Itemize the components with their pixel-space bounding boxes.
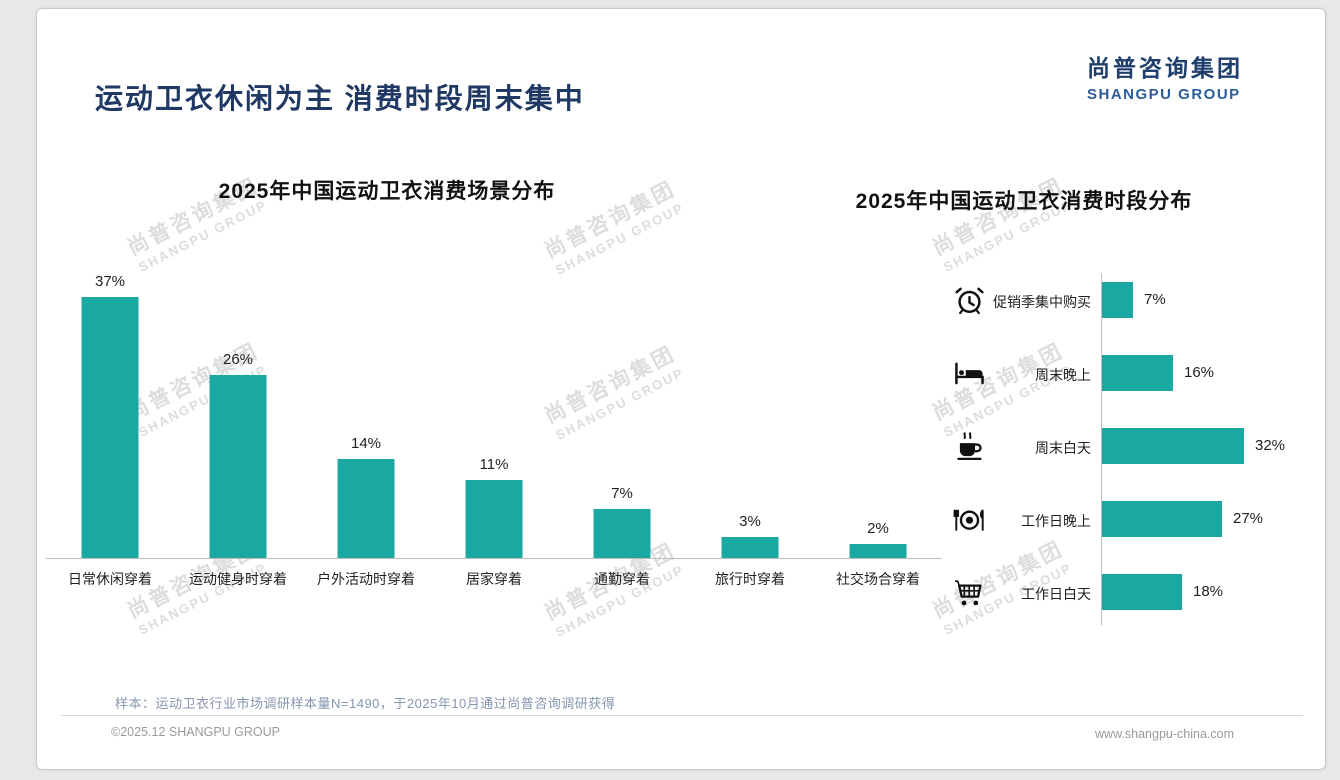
time-bar: [1102, 282, 1133, 318]
watermark-en-text: SHANGPU GROUP: [553, 561, 687, 640]
time-bar-label: 促销季集中购买: [993, 294, 1091, 310]
scene-bar-column: 11% 居家穿着: [430, 269, 558, 587]
company-logo: 尚普咨询集团 SHANGPU GROUP: [1087, 49, 1243, 103]
scene-bar: [465, 480, 523, 558]
bed-icon: [953, 357, 986, 390]
scene-chart-title: 2025年中国运动卫衣消费场景分布: [218, 180, 556, 203]
scene-bar-column: 37% 日常休闲穿着: [46, 269, 174, 587]
scene-bar-label: 户外活动时穿着: [317, 571, 415, 587]
scene-bar-value: 26%: [222, 351, 254, 368]
cart-icon: [953, 576, 986, 609]
scene-bar-label: 日常休闲穿着: [68, 571, 152, 587]
page-title: 运动卫衣休闲为主 消费时段周末集中: [95, 83, 585, 114]
scene-bar-column: 14% 户外活动时穿着: [302, 269, 430, 587]
time-bar-label: 工作日晚上: [1021, 513, 1091, 529]
coffee-icon: [953, 430, 986, 463]
time-bar-value: 32%: [1255, 437, 1286, 454]
scene-bar: [593, 509, 651, 558]
time-bar-value: 16%: [1184, 364, 1215, 381]
time-bar: [1102, 428, 1244, 464]
scene-bar-column: 26% 运动健身时穿着: [174, 269, 302, 587]
scene-bar: [849, 544, 907, 558]
scene-bar-label: 居家穿着: [466, 571, 522, 587]
scene-bar-value: 7%: [611, 485, 633, 502]
scene-bar-value: 14%: [350, 435, 382, 452]
watermark-en-text: SHANGPU GROUP: [941, 559, 1075, 638]
time-bar-label: 工作日白天: [1021, 586, 1091, 602]
time-bar: [1102, 355, 1173, 391]
logo-en-text: SHANGPU GROUP: [1087, 86, 1241, 103]
watermark-en-text: SHANGPU GROUP: [136, 559, 270, 638]
copyright-text: ©2025.12 SHANGPU GROUP: [111, 725, 280, 739]
time-chart-title: 2025年中国运动卫衣消费时段分布: [855, 190, 1193, 213]
scene-bar-column: 7% 通勤穿着: [558, 269, 686, 587]
scene-bar: [209, 375, 267, 558]
time-bar-value: 18%: [1193, 583, 1224, 600]
footer-divider: [61, 715, 1303, 716]
time-bar-label: 周末白天: [1035, 440, 1091, 456]
alarm-clock-icon: [953, 284, 986, 317]
scene-bar-label: 运动健身时穿着: [189, 571, 287, 587]
scene-bar-column: 3% 旅行时穿着: [686, 269, 814, 587]
scene-bar-column: 2% 社交场合穿着: [814, 269, 942, 587]
website-text: www.shangpu-china.com: [1095, 727, 1234, 741]
dining-icon: [953, 503, 986, 536]
time-bar: [1102, 574, 1182, 610]
time-bar-value: 7%: [1144, 291, 1166, 308]
time-bar: [1102, 501, 1222, 537]
scene-bar-value: 2%: [867, 520, 889, 537]
time-bar-label: 周末晚上: [1035, 367, 1091, 383]
scene-bar: [337, 459, 395, 558]
time-chart-axis: [1101, 273, 1102, 625]
watermark-en-text: SHANGPU GROUP: [941, 361, 1075, 440]
watermark-cn-text: 尚普咨询集团: [928, 174, 1068, 261]
time-bar-value: 27%: [1233, 510, 1264, 527]
scene-bar: [721, 537, 779, 558]
scene-chart: 37% 日常休闲穿着 26% 运动健身时穿着 14% 户外活动时穿着 11% 居家穿着 7% 通勤…: [46, 269, 942, 587]
scene-bar: [81, 297, 139, 558]
slide-card: 尚普咨询集团 SHANGPU GROUP 尚普咨询集团 SHANGPU GROUP 尚普…: [36, 8, 1326, 770]
scene-bar-label: 社交场合穿着: [836, 571, 920, 587]
scene-bar-label: 通勤穿着: [594, 571, 650, 587]
scene-bar-value: 37%: [94, 273, 126, 290]
scene-bar-label: 旅行时穿着: [715, 571, 785, 587]
scene-bar-value: 3%: [739, 513, 761, 530]
scene-bar-value: 11%: [479, 456, 509, 473]
logo-cn-text: 尚普咨询集团: [1087, 55, 1243, 81]
sample-note: 样本：运动卫衣行业市场调研样本量N=1490，于2025年10月通过尚普咨询调研…: [115, 696, 616, 711]
